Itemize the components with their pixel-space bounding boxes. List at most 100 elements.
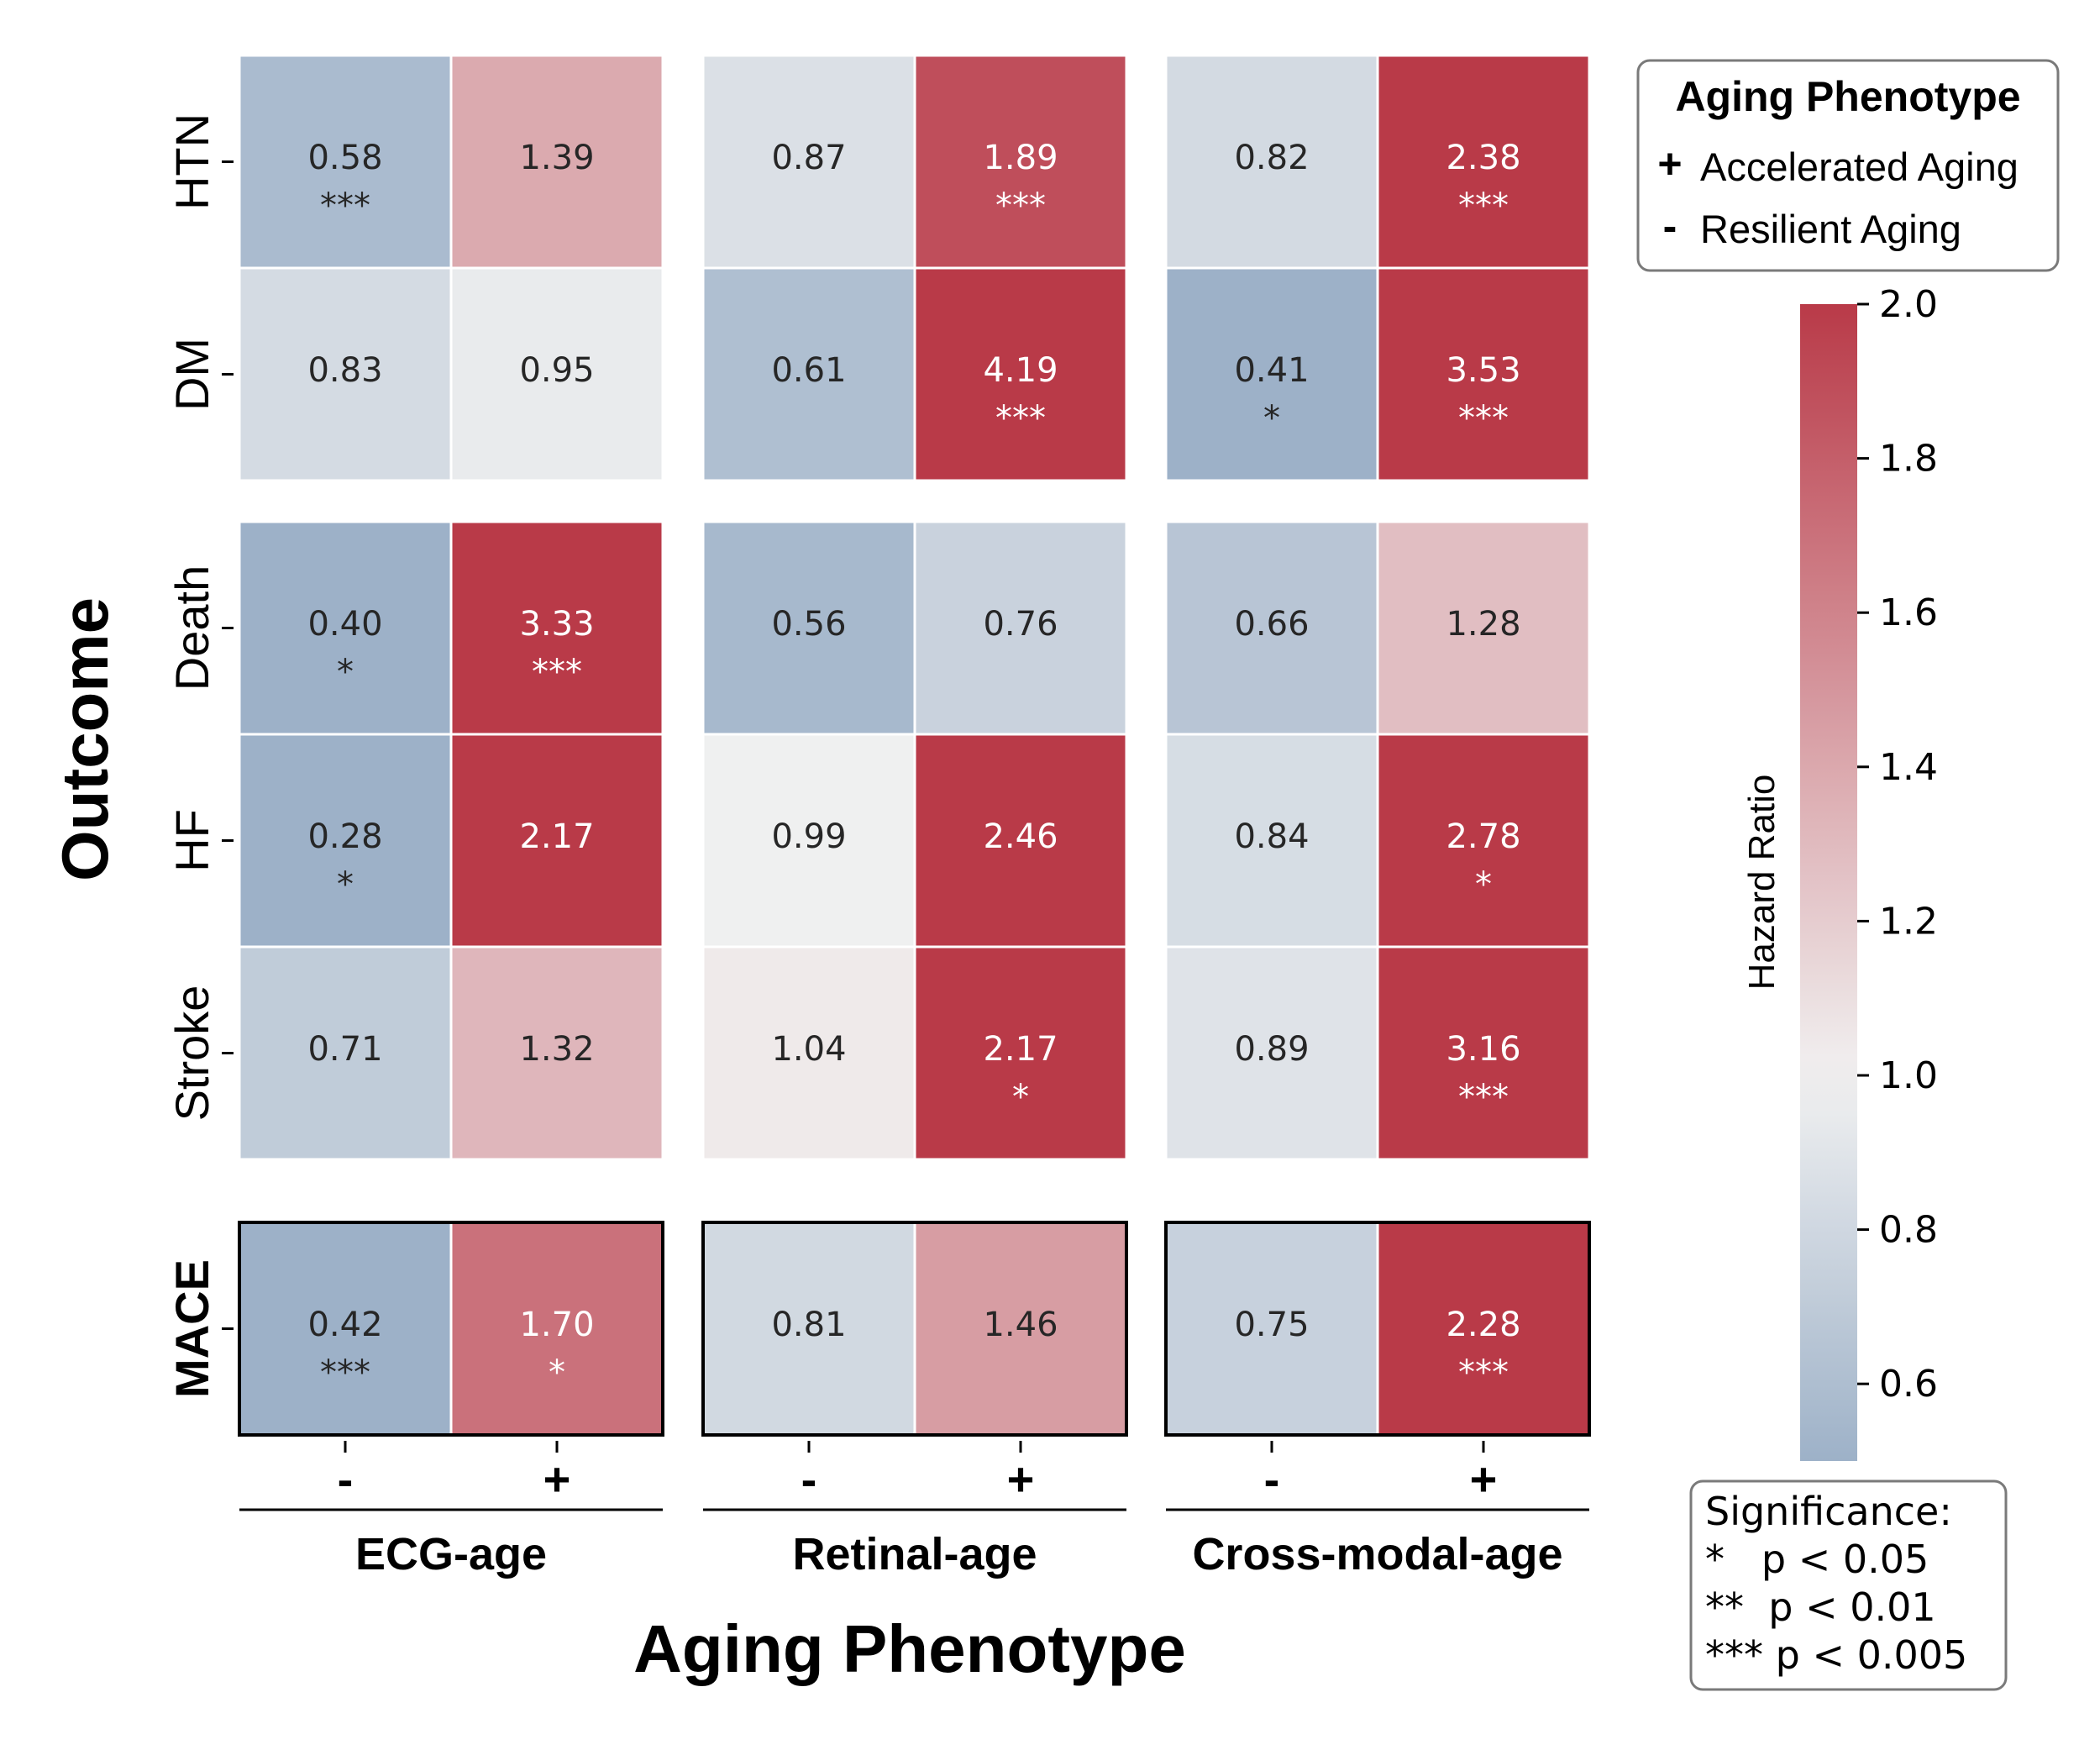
cell-value-label: 0.41 — [1234, 351, 1309, 390]
colorbar-tick-label: 0.8 — [1879, 1209, 1938, 1252]
significance-line-1: * p < 0.05 — [1705, 1537, 1929, 1582]
cell-value-label: 1.32 — [519, 1030, 594, 1069]
cell-value-label: 1.46 — [983, 1306, 1058, 1344]
heatmap-cell — [1376, 733, 1591, 949]
cell-value-label: 0.83 — [307, 351, 382, 390]
phenotype-tick-label: - — [801, 1453, 817, 1506]
heatmap-cell — [1376, 945, 1591, 1161]
cell-value-label: 0.99 — [771, 817, 846, 856]
heatmap-cell — [913, 945, 1128, 1161]
heatmap-cell — [1376, 1221, 1591, 1437]
cell-value-label: 3.33 — [519, 605, 594, 644]
mace-frame — [701, 1221, 1128, 1437]
heatmap-cell — [1164, 733, 1379, 949]
heatmap-cells: 0.58***1.39 0.87 1.89***0.82 2.38***0.83 0.9… — [238, 54, 1591, 1437]
cell-value-label: 0.87 — [771, 139, 846, 177]
cell-significance-label: *** — [1458, 187, 1509, 225]
heatmap-cell — [913, 54, 1128, 270]
cell-value-label: 0.81 — [771, 1306, 846, 1344]
cell-value-label: 0.76 — [983, 605, 1058, 644]
cell-value-label: 0.28 — [307, 817, 382, 856]
cell-value-label: 0.42 — [307, 1306, 382, 1344]
legend-title: Aging Phenotype — [1675, 73, 2020, 120]
cell-value-label: 3.16 — [1446, 1030, 1520, 1069]
heatmap-cell — [238, 945, 453, 1161]
heatmap-cell — [1376, 54, 1591, 270]
colorbar-tick-label: 1.0 — [1879, 1054, 1938, 1097]
cell-value-label: 0.61 — [771, 351, 846, 390]
cell-significance-label: * — [337, 865, 354, 904]
heatmap-cell — [449, 945, 664, 1161]
cell-value-label: 2.28 — [1446, 1306, 1520, 1344]
cell-significance-label: *** — [532, 653, 582, 691]
heatmap-cell — [701, 733, 916, 949]
heatmap-cell — [701, 945, 916, 1161]
cell-significance-label: *** — [1458, 399, 1509, 438]
cell-significance-label: *** — [320, 1353, 370, 1392]
outcome-label: HTN — [165, 113, 218, 210]
heatmap-cell — [238, 733, 453, 949]
cell-value-label: 4.19 — [983, 351, 1058, 390]
significance-line-3: *** p < 0.005 — [1705, 1632, 1967, 1678]
colorbar: 0.6 0.8 1.0 1.2 1.4 1.6 1.8 2.0 Hazard Ratio — [1741, 283, 1938, 1461]
legend-symbol-resilient: - — [1663, 202, 1677, 250]
cell-value-label: 1.89 — [983, 139, 1058, 177]
colorbar-tick-label: 1.4 — [1879, 746, 1938, 789]
mace-frame — [1164, 1221, 1591, 1437]
phenotype-tick-label: + — [1470, 1453, 1498, 1506]
cell-value-label: 1.04 — [771, 1030, 846, 1069]
outcome-label: HF — [165, 809, 218, 872]
cell-significance-label: * — [337, 653, 354, 691]
cell-value-label: 0.82 — [1234, 139, 1309, 177]
outcome-label: Stroke — [165, 985, 218, 1122]
cell-value-label: 0.75 — [1234, 1306, 1309, 1344]
cell-significance-label: *** — [320, 187, 370, 225]
heatmap-cell — [701, 266, 916, 482]
legend-box — [1636, 59, 2060, 272]
cell-value-label: 2.38 — [1446, 139, 1520, 177]
cell-significance-label: *** — [1458, 1078, 1509, 1117]
heatmap-cell — [913, 266, 1128, 482]
cell-significance-label: *** — [995, 187, 1046, 225]
heatmap-cell — [449, 54, 664, 270]
group-label: ECG-age — [355, 1529, 547, 1579]
outcome-label: DM — [165, 338, 218, 411]
cell-value-label: 0.71 — [307, 1030, 382, 1069]
cell-value-label: 0.95 — [519, 351, 594, 390]
cell-value-label: 2.46 — [983, 817, 1058, 856]
cell-value-label: 2.17 — [519, 817, 594, 856]
legend-label-accelerated: Accelerated Aging — [1700, 145, 2019, 189]
colorbar-tick-label: 1.2 — [1879, 900, 1938, 943]
cell-value-label: 0.84 — [1234, 817, 1309, 856]
cell-value-label: 2.78 — [1446, 817, 1520, 856]
heatmap-cell — [1164, 54, 1379, 270]
heatmap-cell — [449, 266, 664, 482]
legend-symbol-accelerated: + — [1657, 140, 1682, 187]
cell-value-label: 0.89 — [1234, 1030, 1309, 1069]
heatmap-cell — [449, 733, 664, 949]
colorbar-tick-label: 1.6 — [1879, 591, 1938, 634]
cell-significance-label: * — [1475, 865, 1492, 904]
heatmap-cell — [1376, 266, 1591, 482]
colorbar-tick-label: 1.8 — [1879, 438, 1938, 481]
colorbar-tick-label: 2.0 — [1879, 283, 1938, 326]
significance-line-2: ** p < 0.01 — [1705, 1584, 1936, 1630]
phenotype-tick-label: + — [1007, 1453, 1035, 1506]
cell-significance-label: *** — [1458, 1353, 1509, 1392]
cell-value-label: 0.56 — [771, 605, 846, 644]
mace-frame — [238, 1221, 664, 1437]
heatmap-cell — [913, 520, 1128, 736]
group-label: Retinal-age — [792, 1529, 1037, 1579]
cell-value-label: 0.66 — [1234, 605, 1309, 644]
cell-value-label: 1.28 — [1446, 605, 1520, 644]
cell-value-label: 0.40 — [307, 605, 382, 644]
phenotype-tick-label: - — [1264, 1453, 1280, 1506]
heatmap-cell — [1164, 1221, 1379, 1437]
x-axis-title: Aging Phenotype — [633, 1611, 1186, 1686]
mace-frames — [238, 1221, 1591, 1437]
cell-significance-label: *** — [995, 399, 1046, 438]
significance-legend: Significance: * p < 0.05 ** p < 0.01 ***… — [1689, 1479, 2008, 1691]
phenotype-tick-label: - — [338, 1453, 354, 1506]
